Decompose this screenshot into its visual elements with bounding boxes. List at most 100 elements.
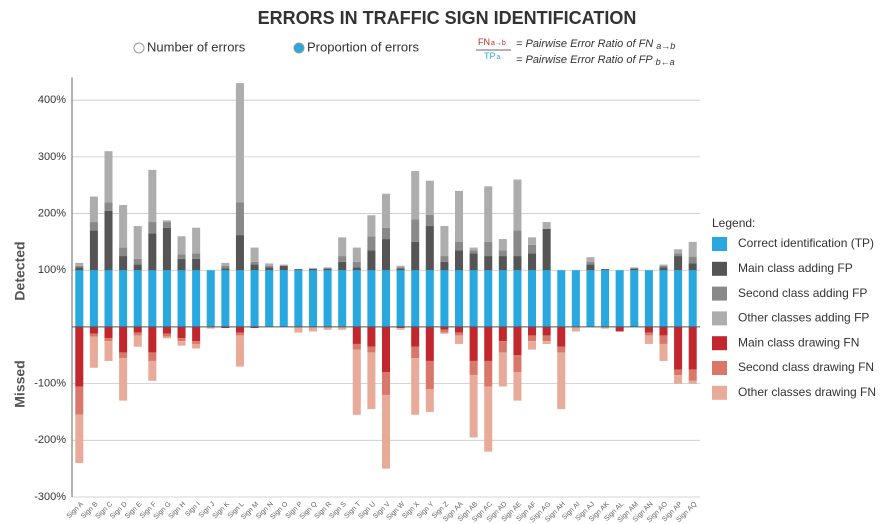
radio-number[interactable]: [133, 42, 145, 54]
bar-segment: [338, 326, 347, 330]
bar-segment: [221, 265, 230, 269]
bar-segment: [75, 386, 84, 415]
bar-segment: [528, 253, 537, 271]
bar-segment: [557, 326, 566, 347]
bar-segment: [75, 326, 84, 387]
bar-segment: [206, 326, 215, 329]
bar-segment: [469, 247, 478, 251]
bar-segment: [133, 270, 142, 327]
radio-label[interactable]: Number of errors: [147, 39, 246, 54]
bar-segment: [162, 222, 171, 228]
legend-label: Second class drawing FN: [738, 360, 874, 374]
bar-segment: [89, 333, 98, 337]
bar-segment: [206, 270, 215, 327]
bar-segment: [367, 215, 376, 237]
bar-segment: [89, 222, 98, 231]
bar-segment: [323, 268, 332, 271]
bar-segment: [250, 247, 259, 262]
bar-segment: [367, 250, 376, 271]
bar-segment: [425, 360, 434, 390]
bar-segment: [352, 349, 361, 415]
formula: FNa→b TPa = Pairwise Error Ratio of FN a→…: [476, 37, 675, 67]
bar-segment: [528, 237, 537, 245]
bar-segment: [294, 270, 303, 327]
bar-segment: [674, 270, 683, 327]
bar-segment: [659, 267, 668, 271]
bar-segment: [571, 270, 580, 327]
bar-segment: [119, 256, 128, 271]
bar-segment: [250, 264, 259, 271]
bar-segment: [440, 256, 449, 262]
bar-segment: [455, 190, 464, 242]
legend-label: Second class adding FP: [738, 286, 867, 300]
bar-segment: [674, 326, 683, 370]
bar-segment: [455, 332, 464, 336]
bar-segment: [513, 372, 522, 401]
legend-title: Legend:: [712, 216, 755, 230]
formula-sub: a: [497, 54, 501, 61]
bar-segment: [75, 265, 84, 268]
bar-segment: [659, 264, 668, 266]
bar-segment: [528, 341, 537, 350]
bar-segment: [411, 346, 420, 359]
bar-segment: [294, 269, 303, 271]
legend-swatch: [712, 385, 727, 400]
bar-segment: [601, 269, 610, 271]
bar-segment: [674, 256, 683, 271]
bar-segment: [513, 355, 522, 373]
bar-segment: [586, 257, 595, 262]
legend-label: Other classes adding FP: [738, 311, 869, 325]
bar-segment: [396, 265, 405, 268]
bar-segment: [221, 270, 230, 327]
bar-segment: [615, 326, 624, 332]
y-tick-label: 400%: [38, 94, 66, 106]
bar-segment: [265, 265, 274, 268]
bar-segment: [674, 249, 683, 254]
bar-segment: [528, 244, 537, 254]
bar-segment: [440, 329, 449, 333]
bar-segment: [659, 270, 668, 327]
bar-segment: [279, 270, 288, 327]
formula-sub: a→b: [656, 41, 675, 51]
bar-segment: [513, 326, 522, 356]
bar-segment: [513, 230, 522, 257]
formula-text: FN: [478, 37, 490, 47]
radio-proportion[interactable]: [293, 42, 305, 54]
bar-segment: [75, 267, 84, 271]
bar-segment: [498, 270, 507, 327]
bar-segment: [162, 270, 171, 327]
bar-segment: [148, 169, 157, 223]
bar-segment: [221, 262, 230, 266]
bar-segment: [644, 332, 653, 336]
bar-segment: [308, 270, 317, 327]
bar-segment: [89, 326, 98, 334]
bar-segment: [104, 341, 113, 361]
bar-segment: [279, 264, 288, 266]
bar-segment: [235, 332, 244, 336]
bar-segment: [615, 270, 624, 327]
y-tick-label: 100%: [38, 264, 66, 276]
bar-segment: [455, 335, 464, 344]
bar-segment: [542, 222, 551, 229]
bar-segment: [352, 326, 361, 344]
bar-segment: [484, 241, 493, 257]
bar-segment: [119, 352, 128, 359]
bar-segment: [396, 326, 405, 329]
bar-segment: [396, 328, 405, 330]
legend-swatch: [712, 286, 727, 301]
legend-label: Main class adding FP: [738, 261, 853, 275]
bar-segment: [104, 326, 113, 339]
bar-segment: [659, 326, 668, 336]
bar-segment: [455, 241, 464, 251]
bar-segment: [498, 250, 507, 257]
legend-swatch: [712, 311, 727, 326]
bar-segment: [674, 375, 683, 384]
bar-segment: [425, 214, 434, 227]
bar-segment: [367, 236, 376, 251]
bar-segment: [381, 270, 391, 327]
bar-segment: [192, 227, 201, 254]
bar-segment: [484, 386, 493, 452]
radio-label[interactable]: Proportion of errors: [307, 39, 419, 54]
bar-segment: [265, 267, 274, 271]
bar-segment: [177, 236, 186, 255]
